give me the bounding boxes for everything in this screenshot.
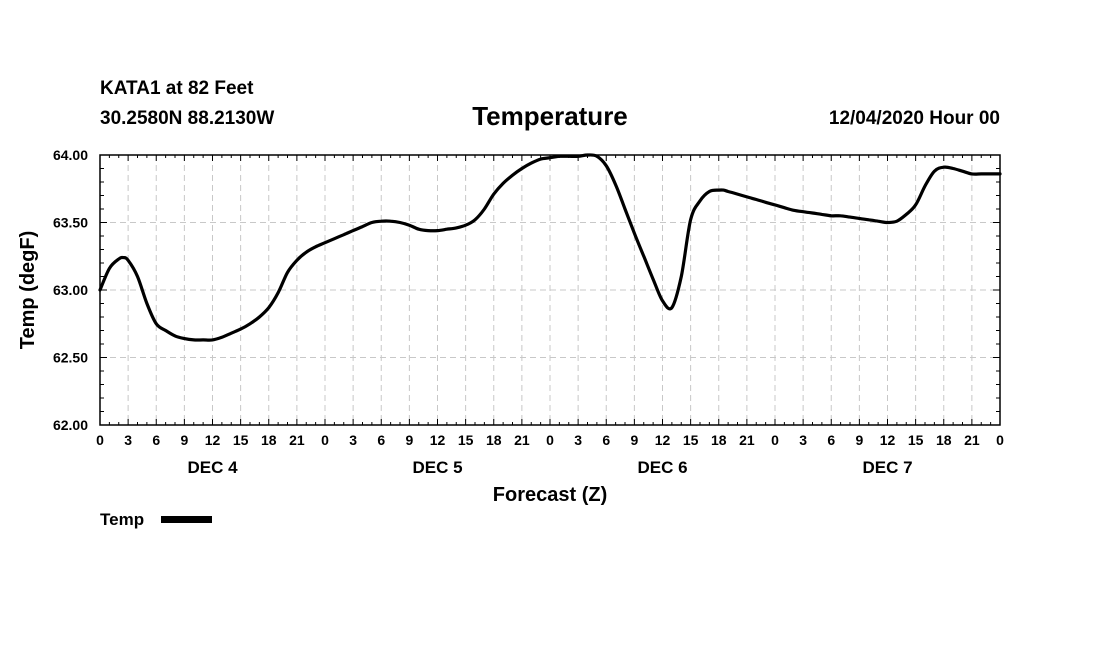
coordinates-label: 30.2580N 88.2130W [100, 108, 274, 129]
y-tick-label: 62.00 [53, 417, 88, 433]
day-label: DEC 5 [412, 458, 462, 477]
x-tick-label: 0 [546, 432, 554, 448]
x-tick-label: 6 [827, 432, 835, 448]
chart-title: Temperature [472, 101, 628, 131]
x-tick-label: 21 [514, 432, 530, 448]
x-tick-label: 9 [630, 432, 638, 448]
x-tick-label: 12 [430, 432, 446, 448]
x-tick-label: 0 [771, 432, 779, 448]
grid-lines [100, 155, 1000, 425]
x-tick-label: 3 [799, 432, 807, 448]
x-tick-label: 0 [96, 432, 104, 448]
x-tick-label: 6 [602, 432, 610, 448]
y-tick-label: 64.00 [53, 147, 88, 163]
x-tick-label: 15 [233, 432, 249, 448]
x-tick-label: 18 [711, 432, 727, 448]
x-tick-label: 3 [124, 432, 132, 448]
x-tick-label: 9 [855, 432, 863, 448]
temp-series-line [98, 153, 1002, 342]
issued-time-label: 12/04/2020 Hour 00 [829, 108, 1000, 129]
x-tick-label: 18 [261, 432, 277, 448]
x-tick-label: 18 [936, 432, 952, 448]
x-tick-label: 3 [349, 432, 357, 448]
x-tick-label: 12 [655, 432, 671, 448]
x-tick-label: 12 [880, 432, 896, 448]
day-label: DEC 4 [187, 458, 238, 477]
legend: Temp [100, 510, 212, 529]
x-tick-label: 21 [964, 432, 980, 448]
x-tick-label: 9 [405, 432, 413, 448]
x-tick-label: 0 [321, 432, 329, 448]
legend-label-temp: Temp [100, 510, 144, 529]
day-label: DEC 6 [637, 458, 687, 477]
x-tick-labels: 0 3 6 9 12 15 18 21 0 3 6 9 12 15 18 21 0 3 6 9 12 15 18 21 0 3 6 9… [96, 432, 1004, 448]
x-tick-label: 21 [739, 432, 755, 448]
x-tick-label: 15 [458, 432, 474, 448]
y-tick-label: 63.50 [53, 215, 88, 231]
x-tick-label: 6 [377, 432, 385, 448]
y-tick-label: 62.50 [53, 350, 88, 366]
x-tick-label: 6 [152, 432, 160, 448]
y-tick-labels: 62.00 62.50 63.00 63.50 64.00 [53, 147, 88, 433]
x-tick-label: 15 [683, 432, 699, 448]
x-tick-label: 3 [574, 432, 582, 448]
x-tick-label: 18 [486, 432, 502, 448]
day-labels: DEC 4 DEC 5 DEC 6 DEC 7 [187, 458, 912, 477]
day-label: DEC 7 [862, 458, 912, 477]
x-axis-label: Forecast (Z) [493, 484, 607, 506]
x-tick-label: 21 [289, 432, 305, 448]
x-tick-label: 9 [180, 432, 188, 448]
y-axis-label: Temp (degF) [17, 231, 39, 350]
x-tick-label: 12 [205, 432, 221, 448]
y-tick-label: 63.00 [53, 282, 88, 298]
station-label: KATA1 at 82 Feet [100, 78, 254, 99]
legend-swatch-temp [161, 516, 212, 523]
x-tick-label: 15 [908, 432, 924, 448]
x-tick-label: 0 [996, 432, 1004, 448]
